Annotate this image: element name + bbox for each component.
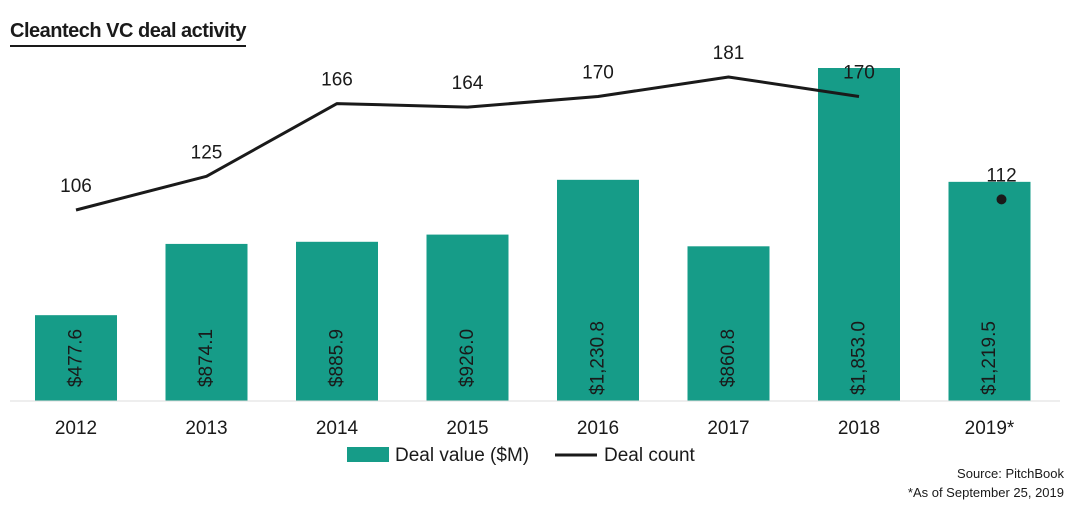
bar-2017 [687,246,770,401]
deal-count-label-2016: 170 [582,63,614,84]
bar-2012 [35,315,117,401]
legend-label-deal-value: Deal value ($M) [395,445,529,466]
deal-count-line [75,75,860,212]
footnote: *As of September 25, 2019 [907,485,1064,500]
legend-swatch-deal-value [347,447,389,462]
deal-count-label-2013: 125 [191,142,223,163]
deal-count-label-2014: 166 [321,70,353,91]
x-tick-label-2017: 2017 [707,418,749,439]
deal-count-label-2019: 112 [986,165,1016,186]
bar-value-label-2017: $860.8 [718,329,739,387]
x-tick-label-2019: 2019* [965,418,1015,439]
x-tick-label-2016: 2016 [577,418,619,439]
bar-value-label-2019: $1,219.5 [979,321,1000,395]
x-tick-label-2015: 2015 [446,418,488,439]
deal-count-label-2012: 106 [60,176,92,197]
legend: Deal value ($M) Deal count [347,445,696,466]
deal-count-point-2019 [996,194,1007,205]
bar-value-label-2016: $1,230.8 [588,321,609,395]
deal-count-label-2018: 170 [843,63,875,84]
deal-count-label-2017: 181 [713,43,745,64]
bar-2015 [426,234,509,401]
bar-2014 [296,241,378,401]
chart-title: Cleantech VC deal activity [10,20,246,47]
bar-2016 [557,179,639,401]
x-tick-label-2012: 2012 [55,418,97,439]
bar-value-label-2013: $874.1 [196,329,217,387]
x-tick-label-2013: 2013 [185,418,227,439]
deal-count-label-2015: 164 [452,73,484,94]
bar-2019 [948,181,1031,401]
bar-value-label-2018: $1,853.0 [849,321,870,395]
bar-value-label-2014: $885.9 [327,329,348,387]
bar-2018 [818,68,900,401]
bar-value-label-2015: $926.0 [457,329,478,387]
bar-2013 [165,243,248,401]
x-tick-label-2014: 2014 [316,418,359,439]
source-note: Source: PitchBook [957,466,1064,481]
x-tick-label-2018: 2018 [838,418,880,439]
legend-label-deal-count: Deal count [604,445,696,466]
bar-value-label-2012: $477.6 [66,329,87,387]
